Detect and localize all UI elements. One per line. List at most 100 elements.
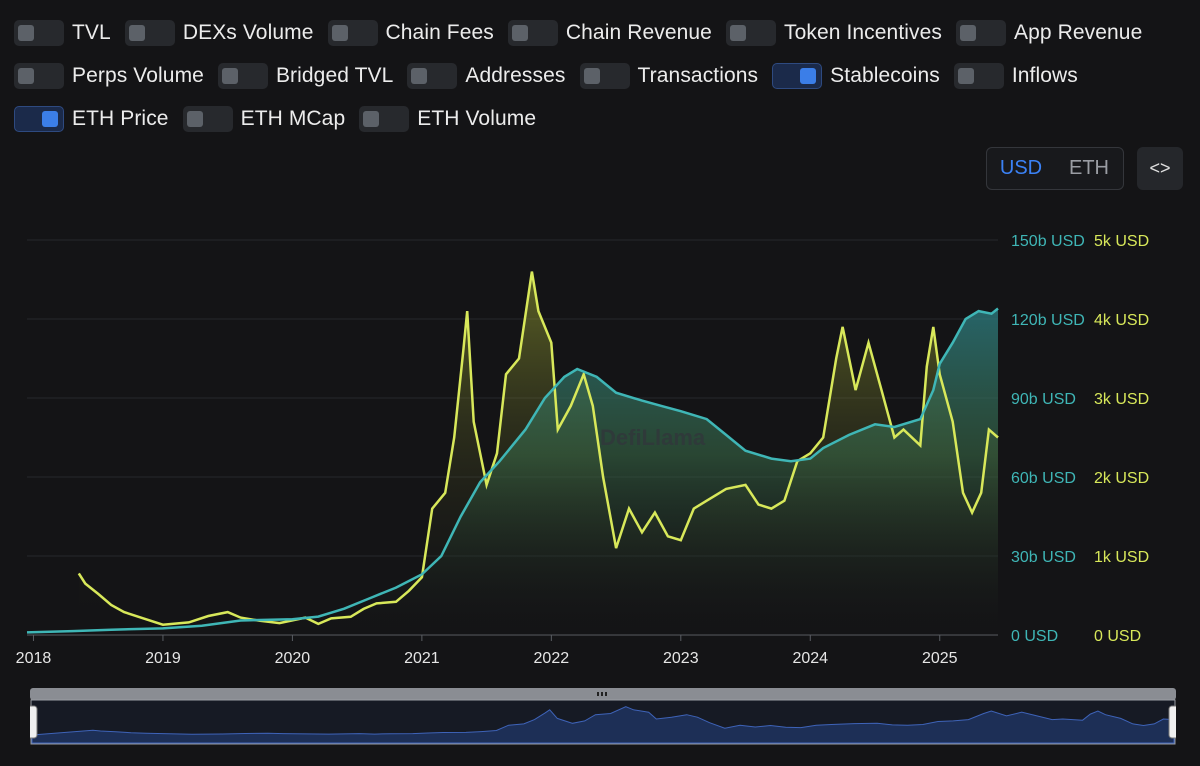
x-axis-tick-label: 2024 — [792, 650, 828, 667]
toggle-knob — [42, 111, 58, 127]
x-axis-tick-label: 2025 — [922, 650, 958, 667]
left-axis-tick-label: 150b USD — [1011, 233, 1085, 250]
toggle-tvl[interactable]: TVL — [14, 20, 111, 46]
toggle-switch[interactable] — [956, 20, 1006, 46]
toggle-label: ETH Price — [72, 107, 169, 130]
toggle-knob — [957, 68, 974, 84]
toggle-switch[interactable] — [327, 20, 378, 46]
x-axis-tick-label: 2023 — [663, 650, 699, 667]
x-axis-tick-label: 2020 — [275, 650, 311, 667]
range-brush[interactable] — [30, 688, 1176, 746]
chart: DefiLlama 0 USD 30b USD 60b USD 90b USD 120b… — [16, 233, 1149, 667]
toggle-knob — [18, 25, 34, 41]
toggle-knob — [800, 68, 817, 84]
toggle-addresses[interactable]: Addresses — [407, 63, 565, 89]
toggle-switch[interactable] — [14, 106, 64, 132]
toggle-eth-volume[interactable]: ETH Volume — [359, 106, 536, 132]
eth-price-line — [77, 271, 999, 626]
watermark: DefiLlama — [600, 425, 706, 450]
right-axis-tick-label: 3k USD — [1094, 391, 1149, 408]
stablecoins-line — [26, 307, 999, 634]
toggle-switch[interactable] — [14, 63, 64, 89]
toggle-token-incentives[interactable]: Token Incentives — [725, 20, 942, 46]
toggle-stablecoins[interactable]: Stablecoins — [772, 63, 940, 89]
toggle-knob — [331, 25, 348, 41]
toggle-row: Perps Volume Bridged TVL Addresses Transact… — [14, 61, 1194, 91]
toggle-knob — [583, 68, 600, 84]
left-axis-ticks: 0 USD 30b USD 60b USD 90b USD 120b USD 150b U… — [1011, 233, 1085, 645]
toggle-label: Inflows — [1011, 64, 1078, 87]
toggle-bridged-tvl[interactable]: Bridged TVL — [217, 63, 394, 89]
toggle-knob — [729, 25, 746, 41]
left-axis-tick-label: 90b USD — [1011, 391, 1076, 408]
code-brackets-icon: <> — [1149, 158, 1171, 178]
toggle-switch[interactable] — [579, 63, 630, 89]
toggle-label: Transactions — [637, 64, 759, 87]
currency-option-usd[interactable]: USD — [999, 157, 1043, 179]
toggle-dexs-volume[interactable]: DEXs Volume — [124, 20, 314, 46]
toggle-label: Addresses — [465, 64, 566, 87]
right-axis-tick-label: 5k USD — [1094, 233, 1149, 250]
toggle-knob — [18, 68, 34, 84]
toggle-knob — [960, 25, 976, 41]
toggle-switch[interactable] — [953, 63, 1004, 89]
toggle-row: TVL DEXs Volume Chain Fees Chain Revenue Tok… — [14, 18, 1194, 48]
x-axis-tick-label: 2022 — [534, 650, 570, 667]
toggle-eth-price[interactable]: ETH Price — [14, 106, 169, 132]
left-axis-tick-label: 30b USD — [1011, 549, 1076, 566]
brush-right-handle[interactable] — [1168, 705, 1176, 739]
toggle-switch[interactable] — [359, 106, 410, 132]
toggle-label: Token Incentives — [783, 21, 942, 44]
toggle-chain-revenue[interactable]: Chain Revenue — [507, 20, 712, 46]
right-axis-tick-label: 1k USD — [1094, 549, 1149, 566]
toggle-label: App Revenue — [1014, 21, 1143, 44]
toggle-app-revenue[interactable]: App Revenue — [956, 20, 1142, 46]
left-axis-tick-label: 60b USD — [1011, 470, 1076, 487]
toggle-label: ETH MCap — [240, 107, 346, 130]
toggle-label: TVL — [72, 21, 111, 44]
toggle-switch[interactable] — [217, 63, 268, 89]
toggle-label: Chain Revenue — [565, 21, 712, 44]
x-axis-ticks: 2018 2019 2020 2021 2022 2023 2024 2025 — [16, 635, 958, 667]
toggle-row: ETH Price ETH MCap ETH Volume — [14, 104, 1194, 134]
stablecoins-area — [27, 308, 998, 635]
toggle-label: ETH Volume — [417, 107, 537, 130]
embed-button[interactable]: <> — [1137, 147, 1183, 190]
brush-overview-area — [31, 706, 1175, 744]
left-axis-tick-label: 0 USD — [1011, 628, 1058, 645]
toggle-switch[interactable] — [725, 20, 776, 46]
toggle-label: Chain Fees — [385, 21, 494, 44]
toggle-label: Stablecoins — [830, 64, 940, 87]
toggle-knob — [186, 111, 203, 127]
x-axis-tick-label: 2021 — [404, 650, 440, 667]
currency-option-eth[interactable]: ETH — [1069, 157, 1109, 179]
toggle-label: DEXs Volume — [182, 21, 314, 44]
metric-toggles: TVL DEXs Volume Chain Fees Chain Revenue Tok… — [14, 18, 1194, 147]
toggle-knob — [363, 111, 380, 127]
currency-switch: USD ETH — [986, 147, 1124, 190]
toggle-switch[interactable] — [182, 106, 233, 132]
toggle-eth-mcap[interactable]: ETH MCap — [182, 106, 346, 132]
brush-left-handle[interactable] — [30, 705, 38, 739]
toggle-switch[interactable] — [407, 63, 458, 89]
toggle-switch[interactable] — [507, 20, 558, 46]
toggle-label: Bridged TVL — [275, 64, 394, 87]
right-axis-tick-label: 2k USD — [1094, 470, 1149, 487]
right-axis-ticks: 0 USD 1k USD 2k USD 3k USD 4k USD 5k USD — [1094, 233, 1149, 645]
toggle-inflows[interactable]: Inflows — [953, 63, 1078, 89]
x-axis-tick-label: 2018 — [16, 650, 52, 667]
toggle-transactions[interactable]: Transactions — [579, 63, 759, 89]
x-axis-tick-label: 2019 — [145, 650, 181, 667]
toggle-label: Perps Volume — [72, 64, 204, 87]
left-axis-tick-label: 120b USD — [1011, 312, 1085, 329]
toggle-switch[interactable] — [772, 63, 823, 89]
toggle-knob — [128, 25, 145, 41]
toggle-perps-volume[interactable]: Perps Volume — [14, 63, 204, 89]
right-axis-tick-label: 4k USD — [1094, 312, 1149, 329]
toggle-switch[interactable] — [124, 20, 175, 46]
toggle-switch[interactable] — [14, 20, 64, 46]
toggle-chain-fees[interactable]: Chain Fees — [327, 20, 494, 46]
toggle-knob — [221, 68, 238, 84]
toggle-knob — [411, 68, 428, 84]
right-axis-tick-label: 0 USD — [1094, 628, 1141, 645]
